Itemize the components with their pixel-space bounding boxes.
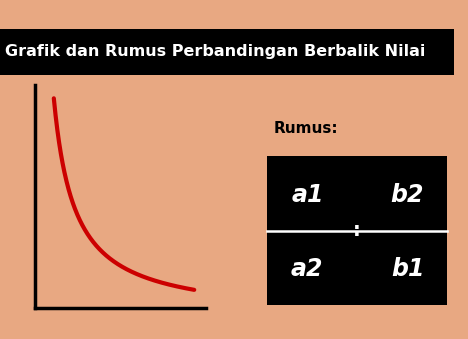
Text: Rumus:: Rumus: (274, 121, 338, 136)
Text: $\bfit{b2}$: $\bfit{b2}$ (390, 183, 424, 207)
Text: Grafik dan Rumus Perbandingan Berbalik Nilai: Grafik dan Rumus Perbandingan Berbalik N… (5, 44, 425, 59)
Text: $\bfit{b1}$: $\bfit{b1}$ (391, 257, 424, 281)
Text: $\bfit{a1}$: $\bfit{a1}$ (291, 183, 322, 207)
Text: $\bfit{a2}$: $\bfit{a2}$ (290, 257, 323, 281)
Text: :: : (353, 221, 361, 240)
